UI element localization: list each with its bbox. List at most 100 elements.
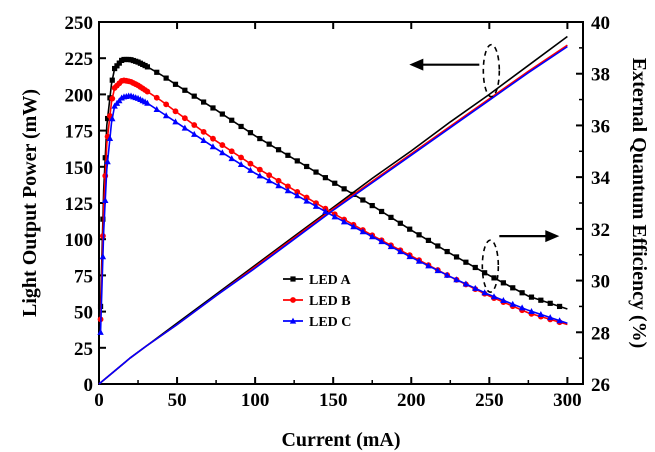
led-a-eqe-point: [144, 64, 150, 70]
legend-label-led-b: LED B: [309, 294, 351, 309]
right-arrow-head-icon: [545, 230, 560, 243]
left-y-tick-label: 250: [65, 13, 94, 34]
led-c-eqe-point: [481, 289, 488, 296]
led-b-eqe-point: [228, 148, 235, 155]
led-a-eqe-point: [453, 254, 460, 260]
led-a-eqe-point: [247, 130, 254, 136]
led-c-eqe-point: [97, 328, 104, 335]
led-a-eqe-point: [116, 60, 122, 66]
led-c-eqe-point: [340, 218, 348, 225]
led-c-eqe-point: [528, 307, 535, 314]
annotation-layer: [409, 43, 560, 293]
led-b-eqe-point: [247, 160, 254, 167]
led-a-eqe-point: [257, 135, 263, 142]
led-c-eqe-point: [537, 311, 545, 318]
led-c-eqe-point: [312, 202, 320, 209]
right-y-tick-label: 34: [591, 168, 611, 189]
led-b-eqe-point: [210, 135, 216, 142]
led-c-eqe-point: [500, 296, 507, 303]
led-a-eqe-point: [322, 175, 328, 181]
led-a-eqe-point: [528, 294, 535, 300]
led-c-eqe-point: [434, 267, 441, 274]
right-y-tick-label: 40: [591, 13, 610, 34]
right-y-tick-label: 38: [591, 65, 610, 86]
x-tick-label: 150: [319, 390, 348, 411]
led-b-eqe-point: [275, 177, 282, 184]
x-axis-ticks: 0 50 100 150 200 250 300: [94, 22, 582, 411]
led-a-eqe-point: [378, 208, 385, 215]
led-b-eqe-point: [181, 115, 188, 122]
led-a-eqe-point: [114, 63, 120, 69]
x-tick-label: 50: [168, 390, 187, 411]
left-y-tick-label: 125: [65, 194, 94, 215]
left-y-axis-title: Light Output Power (mW): [19, 89, 41, 317]
led-c-eqe-point: [359, 228, 367, 235]
led-c-eqe-point: [556, 317, 563, 324]
led-c-eqe-point: [425, 262, 432, 269]
led-a-eqe-point: [201, 99, 207, 105]
led-c-eqe-point: [415, 257, 423, 264]
led-c-eqe-point: [191, 130, 198, 137]
led-b-eqe-point: [144, 88, 151, 95]
led-b-eqe-point: [266, 172, 273, 179]
led-c-eqe-point: [200, 137, 207, 144]
led-c-eqe-point: [490, 293, 498, 300]
x-tick-label: 250: [475, 390, 504, 411]
led-a-eqe-point: [547, 300, 553, 306]
led-a-eqe-point: [266, 141, 272, 147]
right-y-tick-label: 30: [591, 272, 610, 293]
led-c-eqe-point: [237, 161, 245, 168]
left-y-tick-label: 75: [74, 266, 93, 287]
led-c-eqe-point: [162, 112, 170, 119]
right-y-tick-label: 28: [591, 323, 610, 344]
legend-marker-led-c: [289, 317, 297, 324]
led-c-eqe-point: [144, 99, 151, 106]
led-b-eqe-point: [191, 122, 198, 128]
led-a-eqe-point: [482, 270, 488, 276]
led-a-eqe-point: [519, 290, 525, 296]
led-a-eqe-point: [275, 147, 282, 153]
led-a-eqe-point: [102, 155, 108, 161]
led-c-eqe-point: [518, 304, 526, 311]
led-a-eqe-point: [510, 285, 516, 291]
led-a-eqe-point: [109, 77, 115, 83]
led-a-eqe-point: [360, 197, 366, 203]
led-c-eqe-point: [331, 213, 338, 220]
led-c-eqe-point: [472, 284, 479, 291]
left-y-tick-label: 50: [74, 303, 93, 324]
led-b-eqe-point: [172, 108, 179, 115]
led-c-eqe-point: [303, 197, 310, 204]
left-y-tick-label: 150: [65, 158, 94, 179]
led-c-eqe-point: [462, 280, 470, 287]
led-b-eqe-point: [285, 183, 291, 190]
led-a-eqe-point: [425, 237, 432, 243]
led-a-eqe-point: [341, 186, 347, 192]
led-a-eqe-point: [538, 297, 544, 303]
led-b-eqe-point: [303, 194, 310, 201]
led-b-eqe-point: [219, 142, 226, 148]
led-a-eqe-point: [285, 152, 291, 158]
led-a-eqe-point: [172, 81, 179, 87]
legend-marker-led-a: [290, 276, 296, 282]
led-a-eqe-point: [163, 75, 169, 81]
led-c-eqe-point: [256, 172, 264, 179]
led-b-eqe-point: [294, 189, 301, 195]
x-tick-label: 200: [397, 390, 426, 411]
led-c-series: [97, 45, 568, 385]
left-y-tick-label: 225: [65, 49, 94, 70]
led-c-eqe-point: [106, 134, 114, 141]
led-c-power-line: [98, 45, 568, 385]
legend-label-led-a: LED A: [309, 273, 352, 288]
right-y-axis-ticks: 26 28 30 32 34 36 38 40: [576, 13, 611, 396]
x-tick-label: 300: [553, 390, 582, 411]
led-c-eqe-point: [547, 314, 554, 321]
led-a-eqe-point: [191, 93, 197, 99]
led-c-eqe-point: [181, 124, 189, 131]
led-c-eqe-point: [406, 253, 413, 260]
led-c-eqe-point: [284, 187, 292, 194]
led-a-eqe-point: [112, 65, 118, 72]
led-a-eqe-point: [416, 232, 422, 238]
x-axis-title: Current (mA): [281, 429, 400, 451]
led-a-eqe-point: [463, 259, 469, 265]
